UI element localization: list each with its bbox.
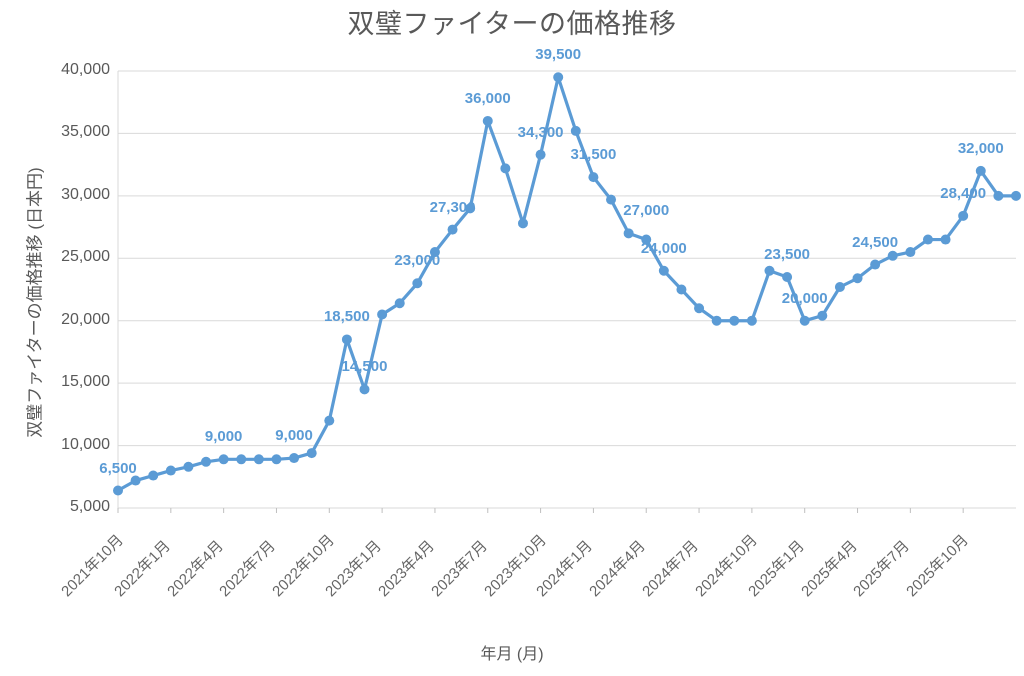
- data-point-marker[interactable]: [746, 315, 757, 326]
- data-point-marker[interactable]: [817, 310, 828, 321]
- data-point-marker[interactable]: [377, 309, 388, 320]
- y-axis-tick-label: 30,000: [61, 185, 110, 203]
- data-point-marker[interactable]: [429, 247, 440, 258]
- data-point-label: 18,500: [323, 308, 370, 326]
- y-axis-tick-label: 15,000: [61, 373, 110, 391]
- data-point-label: 31,500: [570, 146, 617, 164]
- y-axis-tick-label: 35,000: [61, 123, 110, 141]
- data-point-marker[interactable]: [922, 234, 933, 245]
- data-point-marker[interactable]: [570, 125, 581, 136]
- data-point-marker[interactable]: [958, 210, 969, 221]
- data-point-marker[interactable]: [799, 315, 810, 326]
- data-point-marker[interactable]: [165, 465, 176, 476]
- y-axis-tick-label: 5,000: [69, 498, 110, 515]
- series-line: [116, 75, 1018, 493]
- data-point-marker[interactable]: [201, 456, 212, 467]
- data-point-marker[interactable]: [782, 272, 793, 283]
- data-point-label: 24,500: [852, 233, 899, 251]
- data-point-marker[interactable]: [975, 165, 986, 176]
- data-point-label: 27,300: [429, 198, 476, 216]
- data-point-marker[interactable]: [623, 228, 634, 239]
- data-point-label: 34,300: [517, 123, 564, 141]
- data-point-label: 14,500: [341, 358, 388, 376]
- data-point-marker[interactable]: [306, 448, 317, 459]
- data-point-label: 20,000: [781, 289, 828, 307]
- data-point-label: 23,000: [394, 252, 441, 270]
- data-point-marker[interactable]: [676, 284, 687, 295]
- data-point-label: 32,000: [957, 139, 1004, 157]
- data-point-label: 36,000: [464, 89, 511, 107]
- data-point-marker[interactable]: [517, 218, 528, 229]
- data-point-marker[interactable]: [289, 453, 300, 464]
- data-point-label: 9,000: [204, 428, 243, 446]
- y-axis-tick-label: 40,000: [61, 61, 110, 78]
- data-point-label: 23,500: [764, 246, 811, 263]
- data-point-marker[interactable]: [465, 203, 476, 214]
- data-point-marker[interactable]: [113, 485, 123, 496]
- data-point-marker[interactable]: [852, 273, 863, 284]
- data-point-marker[interactable]: [394, 298, 405, 309]
- data-point-marker[interactable]: [535, 149, 546, 160]
- y-axis-tick-label: 25,000: [61, 248, 110, 266]
- data-point-label: 28,400: [940, 184, 987, 202]
- data-point-marker[interactable]: [993, 190, 1004, 201]
- data-point-marker[interactable]: [729, 315, 740, 326]
- data-point-marker[interactable]: [253, 454, 264, 465]
- data-point-marker[interactable]: [834, 282, 845, 293]
- data-point-label: 6,500: [99, 459, 137, 477]
- data-point-marker[interactable]: [905, 247, 916, 258]
- data-point-marker[interactable]: [940, 234, 951, 245]
- chart-title: 双璧ファイターの価格推移: [347, 9, 677, 39]
- data-point-marker[interactable]: [500, 163, 511, 174]
- data-point-marker[interactable]: [658, 265, 669, 276]
- data-point-marker[interactable]: [694, 303, 705, 314]
- data-point-label: 27,000: [623, 202, 670, 220]
- data-point-marker[interactable]: [359, 384, 370, 395]
- data-point-label: 39,500: [535, 46, 582, 64]
- data-point-marker[interactable]: [324, 415, 335, 426]
- data-point-marker[interactable]: [341, 334, 352, 345]
- data-point-marker[interactable]: [236, 454, 247, 465]
- x-axis-title: 年月 (月): [480, 646, 544, 663]
- data-point-marker[interactable]: [412, 278, 423, 289]
- data-point-marker[interactable]: [588, 172, 599, 183]
- data-point-marker[interactable]: [764, 265, 775, 276]
- y-axis-tick-label: 10,000: [61, 435, 110, 453]
- data-point-marker[interactable]: [148, 470, 159, 481]
- data-point-marker[interactable]: [271, 454, 282, 465]
- data-point-marker[interactable]: [887, 250, 898, 261]
- data-point-marker[interactable]: [606, 194, 617, 205]
- data-point-marker[interactable]: [183, 461, 194, 472]
- data-point-marker[interactable]: [641, 234, 652, 245]
- data-point-marker[interactable]: [553, 72, 564, 83]
- data-point-marker[interactable]: [482, 115, 493, 126]
- y-axis-tick-label: 20,000: [61, 310, 110, 328]
- data-point-marker[interactable]: [130, 475, 141, 486]
- data-point-marker[interactable]: [870, 259, 881, 270]
- y-axis-tick-labels: 5,000 10,000 15,000 20,000 25,000 30,000 35,00…: [26, 0, 110, 676]
- data-point-marker[interactable]: [711, 315, 722, 326]
- data-point-marker[interactable]: [447, 224, 458, 235]
- data-point-marker[interactable]: [1011, 190, 1021, 201]
- data-point-label: 24,000: [640, 239, 687, 257]
- data-point-marker[interactable]: [218, 454, 229, 465]
- data-point-label: 9,000: [275, 427, 313, 445]
